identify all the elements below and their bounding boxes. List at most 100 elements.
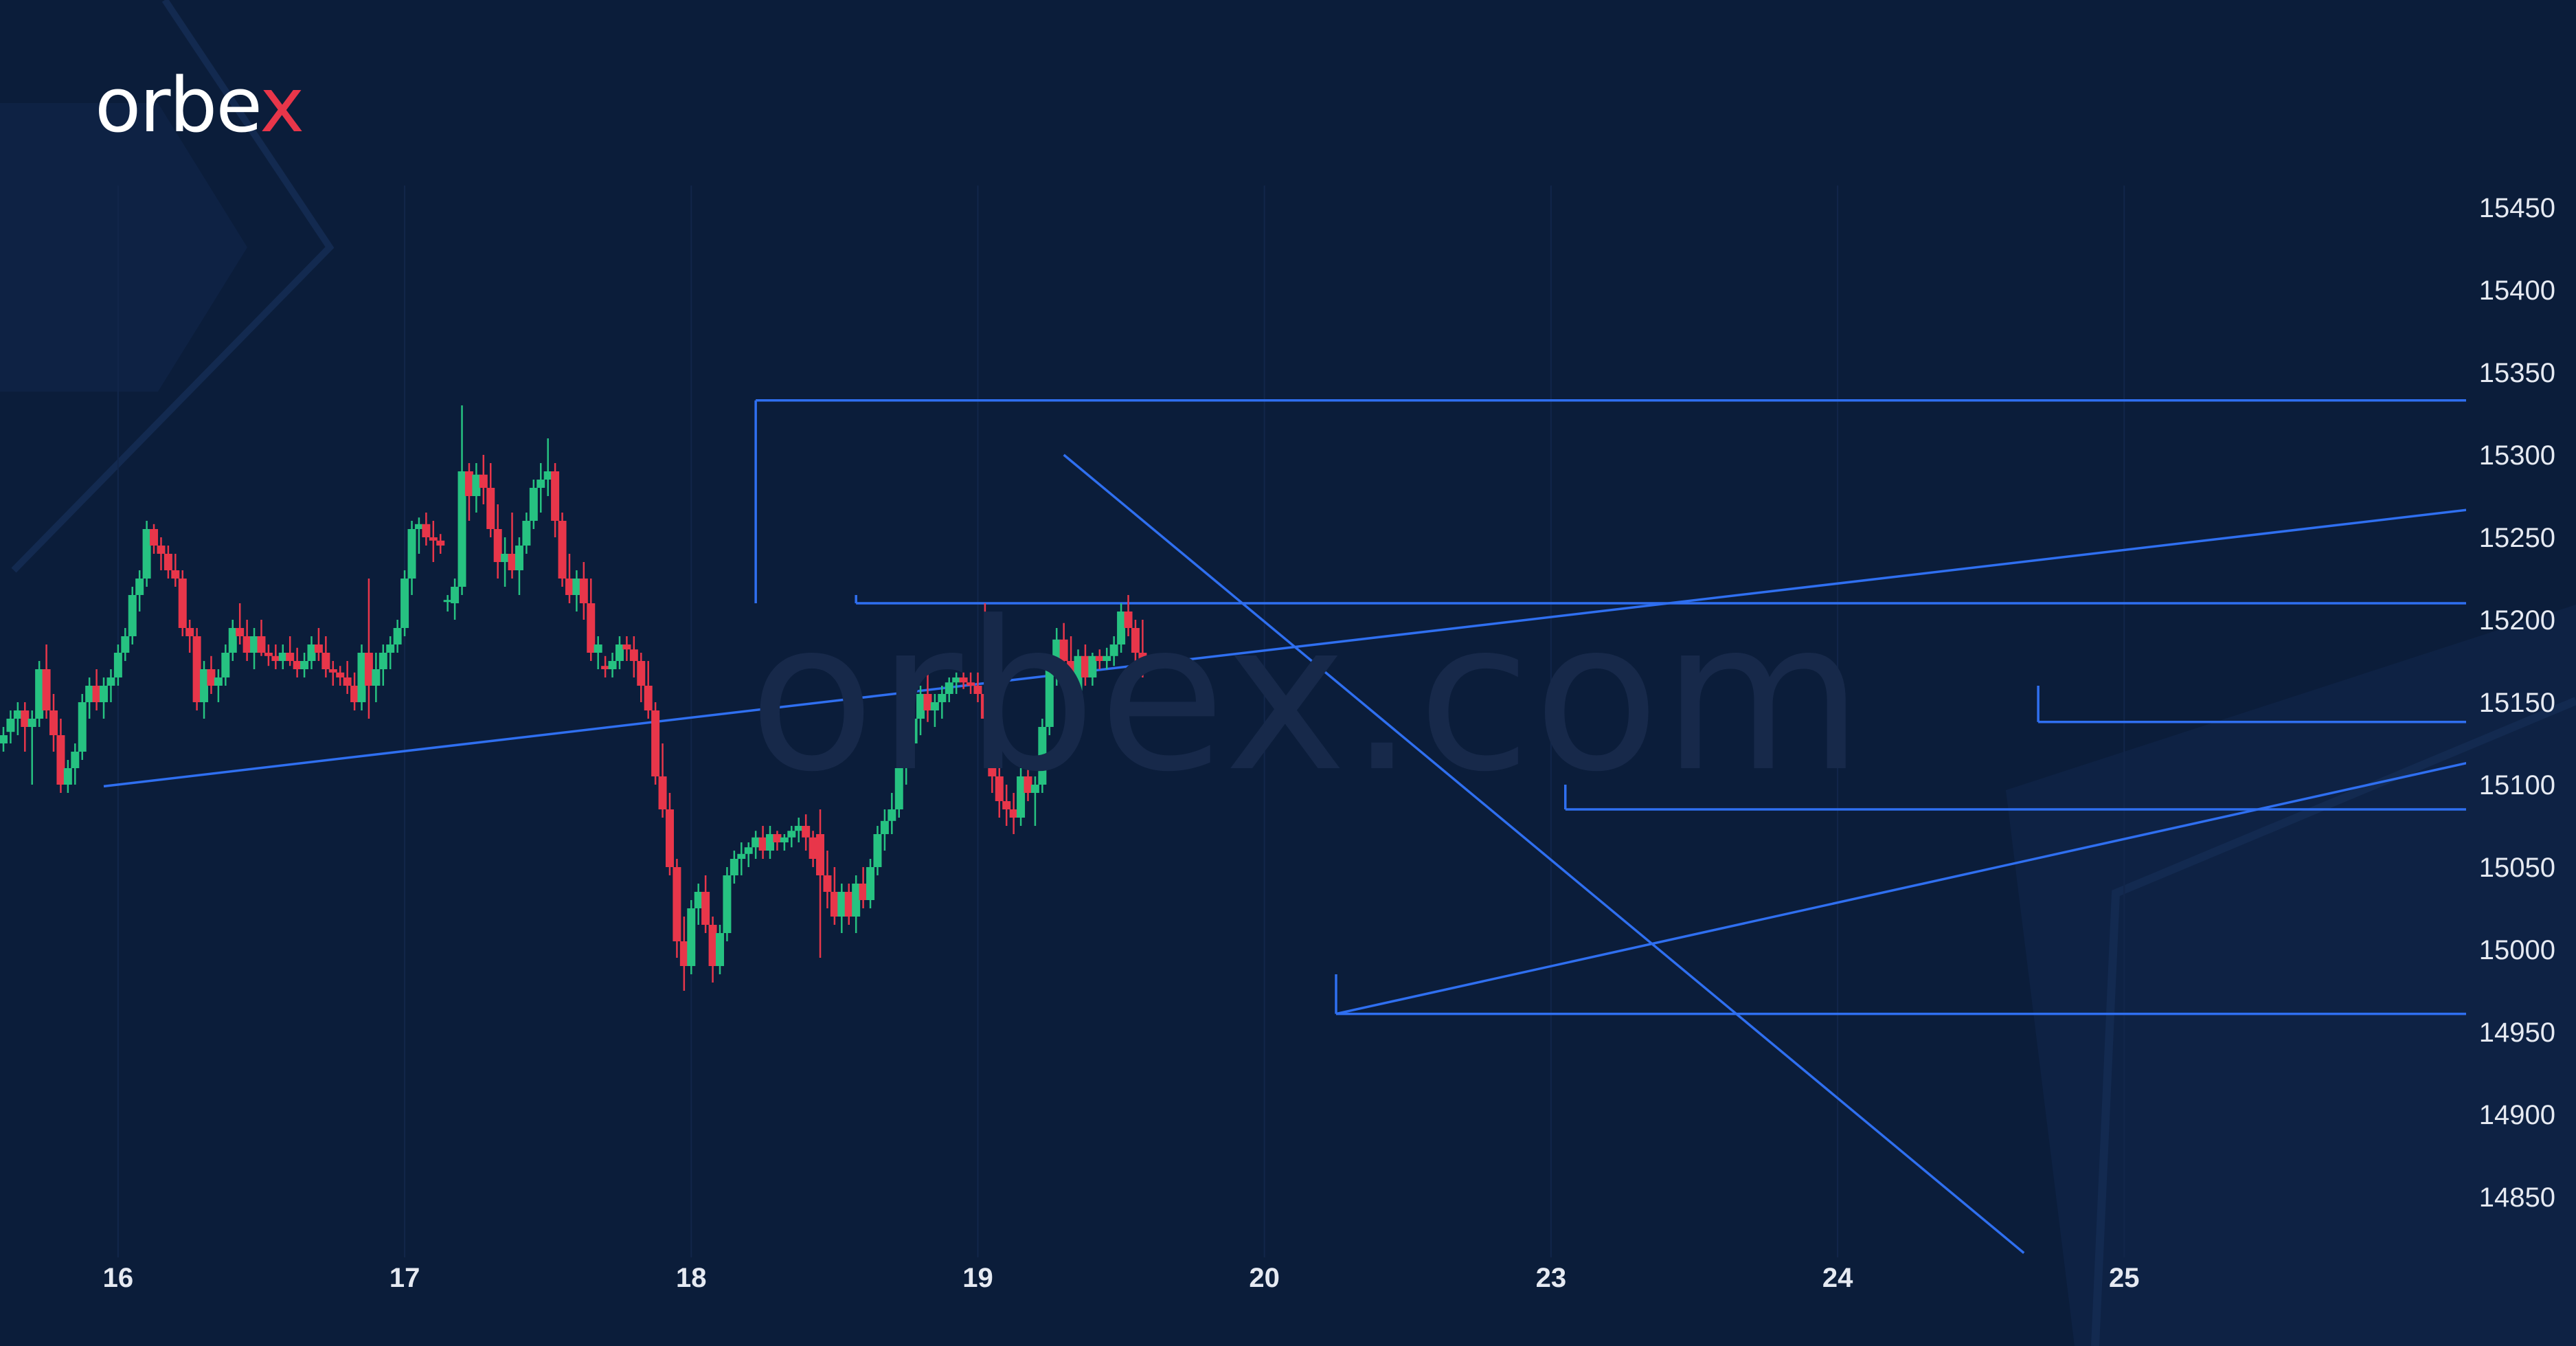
candle-bearish (163, 546, 172, 579)
candle-bearish (601, 655, 610, 677)
candle-bearish (236, 603, 245, 644)
candle-body (486, 488, 495, 529)
candle-bullish (1045, 661, 1054, 735)
x-tick-label: 16 (103, 1263, 134, 1293)
candle-body (150, 529, 159, 546)
x-tick-label: 17 (389, 1263, 420, 1293)
candle-bearish (328, 661, 337, 686)
candle-bullish (278, 644, 287, 669)
candle-bearish (422, 513, 431, 546)
candle-bearish (579, 562, 588, 620)
candle-body (1059, 639, 1068, 661)
candle-body (1088, 655, 1097, 677)
candle-bearish (844, 884, 853, 925)
candle-body (357, 653, 366, 702)
candle-body (171, 570, 180, 579)
candle-bearish (923, 672, 932, 722)
candle-bullish (572, 570, 581, 612)
candle-body (579, 579, 588, 603)
candle-bullish (752, 831, 760, 859)
candle-body (629, 649, 638, 661)
candle-body (967, 682, 975, 686)
candle-bullish (536, 463, 545, 513)
candle-body (364, 653, 373, 686)
candle-bullish (1017, 768, 1026, 826)
candle-bullish (407, 521, 416, 595)
x-tick-label: 20 (1249, 1263, 1280, 1293)
candle-body (565, 579, 574, 595)
candle-bearish (1024, 760, 1032, 801)
candle-body (1109, 644, 1118, 656)
candle-bullish (615, 636, 624, 669)
candle-bullish (952, 672, 961, 694)
candle-bullish (35, 661, 44, 727)
candle-bearish (1131, 620, 1140, 661)
candle-bearish (257, 620, 266, 656)
candle-body (443, 600, 452, 603)
candle-bearish (264, 644, 273, 666)
candle-body (587, 603, 596, 653)
candle-body (1017, 776, 1026, 818)
candle-bullish (894, 760, 903, 818)
candle-body (809, 837, 817, 859)
y-tick-label: 15300 (2479, 440, 2555, 471)
candle-body (221, 653, 230, 677)
candle-bearish (802, 814, 811, 851)
candle-body (27, 719, 36, 727)
candle-body (830, 892, 839, 917)
candle-bullish (0, 727, 8, 752)
candle-body (952, 677, 961, 683)
candle-body (888, 809, 896, 821)
candle-body (379, 653, 387, 669)
candle-bearish (658, 743, 667, 818)
candle-body (1045, 669, 1054, 727)
candle-body (844, 892, 853, 917)
candle-body (71, 752, 80, 768)
candle-bearish (150, 524, 159, 554)
candle-bullish (837, 884, 846, 933)
candle-body (207, 669, 216, 686)
candle-bullish (873, 826, 882, 875)
candle-body (13, 710, 22, 719)
candle-bullish (866, 859, 875, 908)
candle-bullish (100, 677, 109, 719)
candle-body (56, 735, 65, 785)
candle-bullish (543, 438, 552, 496)
candle-bearish (207, 655, 216, 694)
candle-body (522, 521, 531, 546)
candle-bullish (27, 710, 36, 785)
candle-bearish (364, 579, 373, 719)
y-axis: 15450 15400 15350 15300 15250 15200 15150 15100… (2479, 193, 2555, 1213)
candle-body (737, 853, 746, 859)
candle-body (665, 809, 674, 867)
candle-body (242, 636, 251, 653)
candle-body (185, 628, 194, 636)
candle-body (78, 702, 87, 752)
candle-body (307, 644, 316, 661)
candle-bullish (794, 818, 803, 842)
candle-bullish (228, 620, 237, 661)
candle-bearish (644, 661, 653, 719)
candle-bearish (673, 859, 681, 958)
candle-body (1074, 655, 1083, 694)
y-tick-label: 15100 (2479, 770, 2555, 800)
candle-body (766, 834, 775, 851)
logo-accent: x (260, 61, 304, 149)
candle-body (250, 636, 259, 653)
y-tick-label: 15050 (2479, 853, 2555, 883)
candle-bearish (436, 534, 445, 554)
candle-bearish (816, 809, 825, 958)
candle-bullish (744, 842, 753, 867)
candle-body (880, 820, 889, 834)
y-tick-label: 15150 (2479, 688, 2555, 718)
candle-body (1030, 785, 1039, 793)
candle-bullish (400, 570, 409, 636)
candle-body (823, 875, 832, 892)
candle-body (328, 669, 337, 673)
candle-body (35, 669, 44, 719)
candle-body (100, 686, 109, 702)
candle-body (85, 686, 94, 702)
candle-bearish (830, 867, 839, 925)
candle-bullish (106, 669, 115, 702)
